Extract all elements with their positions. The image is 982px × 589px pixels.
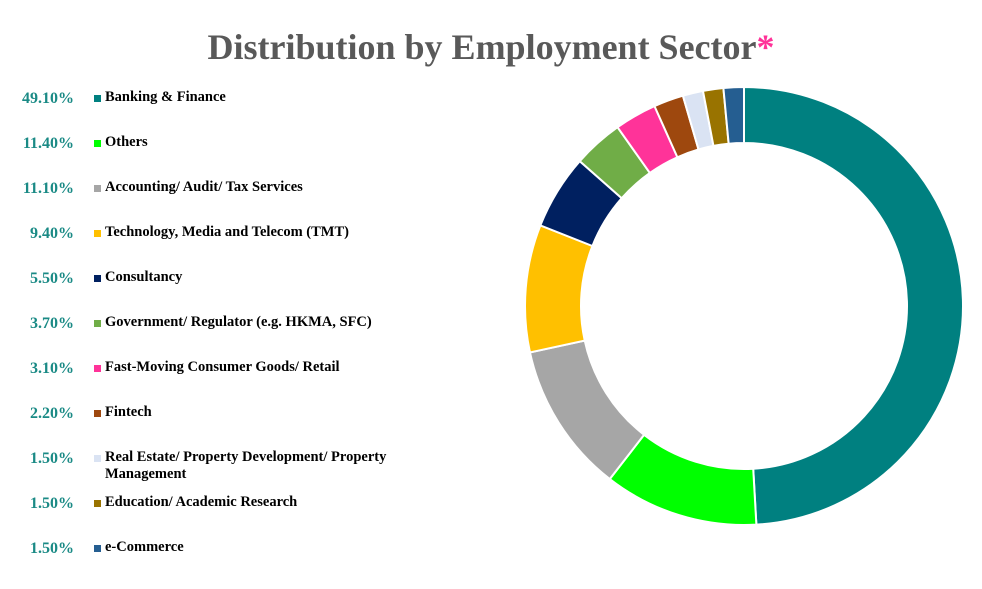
- legend-item: 5.50% Consultancy: [0, 268, 460, 290]
- legend-label: Consultancy: [105, 269, 183, 285]
- legend-item: 1.50% e-Commerce: [0, 538, 460, 560]
- legend-percent: 1.50%: [30, 540, 74, 557]
- chart-legend: 49.10% Banking & Finance 11.40% Others 11.10…: [0, 0, 460, 589]
- legend-swatch: [94, 500, 101, 507]
- legend-swatch: [94, 230, 101, 237]
- legend-item: 11.40% Others: [0, 133, 460, 155]
- donut-slice: [722, 85, 745, 145]
- legend-percent: 11.10%: [22, 180, 74, 197]
- legend-percent: 1.50%: [30, 450, 74, 467]
- legend-swatch: [94, 455, 101, 462]
- legend-swatch: [94, 275, 101, 282]
- legend-item: 11.10% Accounting/ Audit/ Tax Services: [0, 178, 460, 200]
- legend-item: 1.50% Education/ Academic Research: [0, 493, 460, 515]
- title-asterisk: *: [756, 27, 775, 67]
- donut-slice: [524, 224, 594, 354]
- legend-item: 9.40% Technology, Media and Telecom (TMT): [0, 223, 460, 245]
- legend-swatch: [94, 365, 101, 372]
- legend-label: Real Estate/ Property Development/ Prope…: [105, 449, 387, 482]
- legend-label: e-Commerce: [105, 539, 184, 555]
- legend-swatch: [94, 545, 101, 552]
- legend-swatch: [94, 185, 101, 192]
- legend-label: Accounting/ Audit/ Tax Services: [105, 179, 303, 195]
- donut-slice: [528, 339, 646, 481]
- legend-percent: 3.70%: [30, 315, 74, 332]
- legend-item: 3.10% Fast-Moving Consumer Goods/ Retail: [0, 358, 460, 380]
- legend-percent: 9.40%: [30, 225, 74, 242]
- legend-label: Others: [105, 134, 148, 150]
- legend-item: 3.70% Government/ Regulator (e.g. HKMA, S…: [0, 313, 460, 335]
- legend-item: 49.10% Banking & Finance: [0, 88, 460, 110]
- legend-percent: 11.40%: [22, 135, 74, 152]
- legend-percent: 1.50%: [30, 495, 74, 512]
- legend-percent: 5.50%: [30, 270, 74, 287]
- legend-label: Fintech: [105, 404, 152, 420]
- chart-title-text: Distribution by Employment Sector: [207, 27, 757, 67]
- legend-label: Fast-Moving Consumer Goods/ Retail: [105, 359, 340, 375]
- legend-swatch: [94, 410, 101, 417]
- legend-swatch: [94, 320, 101, 327]
- legend-label: Government/ Regulator (e.g. HKMA, SFC): [105, 314, 372, 330]
- legend-percent: 3.10%: [30, 360, 74, 377]
- legend-label: Education/ Academic Research: [105, 494, 298, 510]
- legend-item: 1.50% Real Estate/ Property Development/ …: [0, 448, 460, 482]
- donut-slice: [743, 85, 965, 526]
- chart-title: Distribution by Employment Sector*: [0, 26, 982, 68]
- legend-swatch: [94, 140, 101, 147]
- legend-swatch: [94, 95, 101, 102]
- legend-percent: 49.10%: [22, 90, 74, 107]
- legend-label: Banking & Finance: [105, 89, 226, 105]
- legend-item: 2.20% Fintech: [0, 403, 460, 425]
- legend-label: Technology, Media and Telecom (TMT): [105, 224, 349, 240]
- legend-percent: 2.20%: [30, 405, 74, 422]
